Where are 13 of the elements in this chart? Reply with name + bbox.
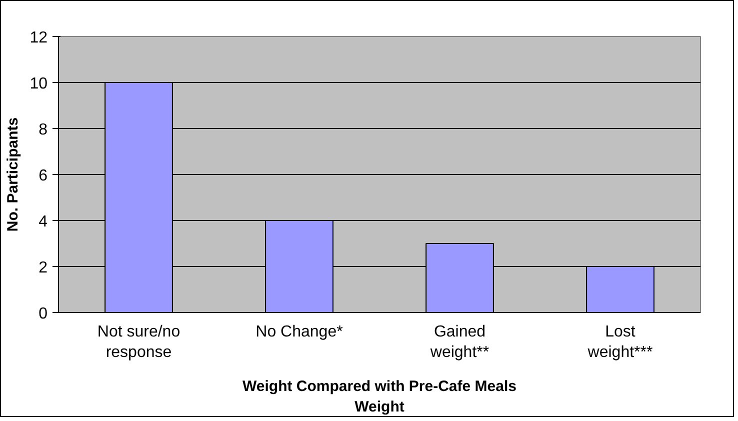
x-tick-label: Lost weight*** bbox=[586, 324, 653, 361]
x-tick-label: No Change* bbox=[256, 324, 343, 340]
x-axis-title: Weight Compared with Pre-Cafe Meals Weight bbox=[242, 378, 516, 416]
y-tick-label: 0 bbox=[38, 306, 48, 322]
y-tick-label: 4 bbox=[38, 214, 48, 230]
y-tick-label: 10 bbox=[30, 76, 48, 92]
y-tick-label: 8 bbox=[38, 122, 48, 138]
x-tick-label: Not sure/no response bbox=[97, 324, 180, 361]
y-tick-label: 12 bbox=[30, 30, 48, 46]
y-tick-label: 6 bbox=[38, 168, 48, 184]
x-tick-label: Gained weight** bbox=[429, 324, 490, 361]
y-axis-title: No. Participants bbox=[4, 117, 22, 232]
y-tick-label: 2 bbox=[38, 260, 48, 276]
